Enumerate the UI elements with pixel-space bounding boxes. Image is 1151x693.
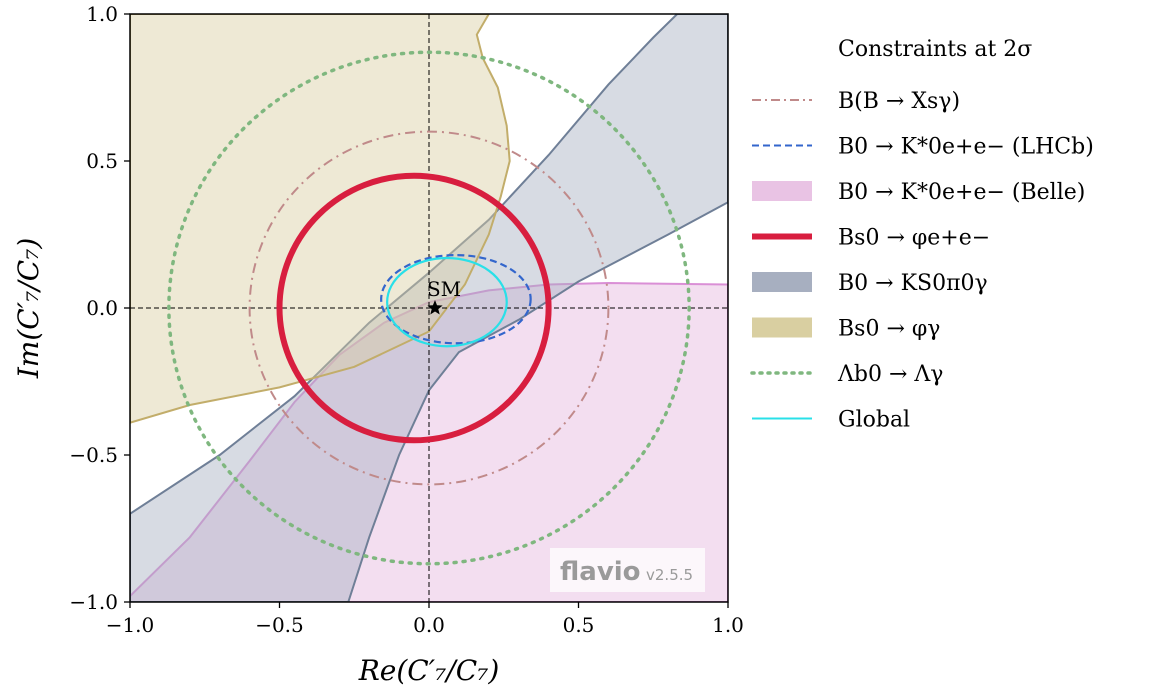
legend-label: B0 → K*0e+e− (Belle) [838, 180, 1085, 205]
legend-label: Bs0 → φγ [838, 317, 940, 342]
legend-label: Λb0 → Λγ [837, 362, 943, 387]
legend-label: B0 → K*0e+e− (LHCb) [838, 135, 1094, 160]
lambda-gamma-contour [167, 50, 691, 566]
legend-label: B0 → KS0π0γ [838, 271, 988, 296]
phigamma-filled-region [130, 14, 511, 424]
legend-label: B(B → Xsγ) [838, 89, 960, 114]
global-contour [386, 256, 508, 348]
x-tick-label: 0.5 [563, 613, 595, 637]
y-axis-label: Im(C′₇/C₇) [12, 238, 45, 380]
legend: Constraints at 2σ B(B → Xsγ) B0 → K*0e+e−… [750, 37, 1094, 433]
sm-point-marker [427, 300, 443, 315]
y-tick-label: 1.0 [86, 2, 118, 26]
sm-label: SM [427, 277, 461, 301]
watermark-logo: flavio [560, 557, 641, 587]
legend-swatch [752, 181, 812, 201]
bs-phiee-contour [276, 172, 552, 444]
x-tick-label: 0.0 [413, 613, 445, 637]
legend-swatch [752, 317, 812, 338]
y-tick-label: 0.0 [86, 296, 118, 320]
y-tick-label: −1.0 [69, 590, 118, 614]
watermark-box [550, 548, 705, 592]
y-tick-label: −0.5 [69, 443, 118, 467]
y-tick-label: 0.5 [86, 149, 118, 173]
lhcb-kstaree-contour [380, 253, 532, 345]
x-tick-label: 1.0 [712, 613, 744, 637]
x-axis-ticks: −1.0 −0.5 0.0 0.5 1.0 [106, 602, 744, 637]
watermark-version: v2.5.5 [646, 566, 693, 584]
legend-title: Constraints at 2σ [838, 37, 1032, 62]
bxsgamma-contour [248, 130, 610, 486]
legend-label: Bs0 → φe+e− [838, 226, 990, 251]
plot-area: SM [130, 14, 728, 602]
legend-label: Global [838, 408, 910, 433]
y-axis-ticks: −1.0 −0.5 0.0 0.5 1.0 [69, 2, 130, 614]
x-tick-label: −1.0 [106, 613, 155, 637]
legend-swatch [752, 272, 812, 292]
x-axis-label: Re(C′₇/C₇) [358, 654, 500, 687]
x-tick-label: −0.5 [255, 613, 304, 637]
